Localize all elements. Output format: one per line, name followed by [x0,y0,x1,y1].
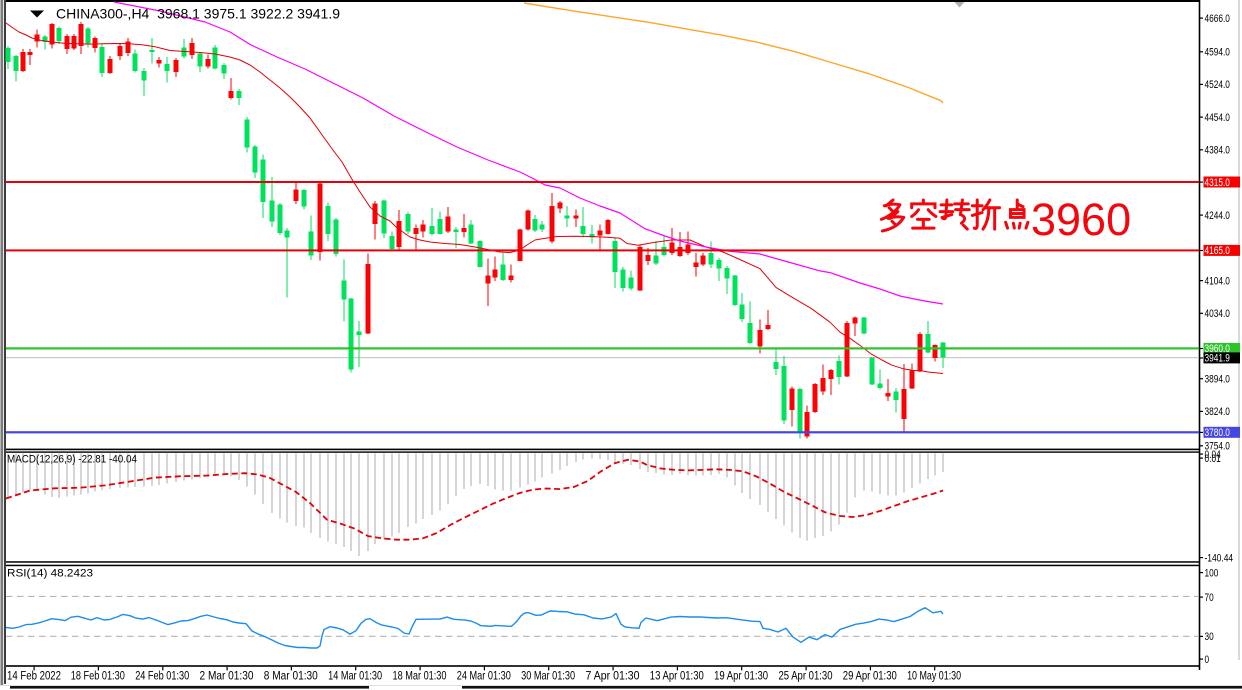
svg-text:30: 30 [1205,631,1214,643]
svg-text:3941.9: 3941.9 [1205,353,1230,365]
svg-text:14 Mar 01:30: 14 Mar 01:30 [328,669,382,683]
svg-text:4384.0: 4384.0 [1205,145,1230,157]
svg-text:3824.0: 3824.0 [1205,406,1230,418]
svg-text:4524.0: 4524.0 [1205,79,1230,91]
svg-text:0.01: 0.01 [1205,453,1221,465]
svg-text:10 May 01:30: 10 May 01:30 [907,669,961,683]
svg-text:18 Mar 01:30: 18 Mar 01:30 [393,669,447,683]
svg-text:MACD(12,26,9) -22.81 -40.04: MACD(12,26,9) -22.81 -40.04 [7,454,137,466]
svg-text:0: 0 [1205,654,1210,666]
svg-text:4165.0: 4165.0 [1205,245,1230,257]
svg-text:3960.0: 3960.0 [1205,343,1230,355]
svg-text:29 Apr 01:30: 29 Apr 01:30 [843,669,897,683]
svg-text:2 Mar 01:30: 2 Mar 01:30 [200,669,254,683]
svg-text:19 Apr 01:30: 19 Apr 01:30 [714,669,768,683]
svg-text:70: 70 [1205,592,1214,604]
svg-text:4104.0: 4104.0 [1205,275,1230,287]
svg-text:4244.0: 4244.0 [1205,210,1230,222]
svg-text:4594.0: 4594.0 [1205,47,1230,59]
svg-text:3960: 3960 [1031,194,1131,245]
svg-text:24 Feb 01:30: 24 Feb 01:30 [135,669,189,683]
svg-text:14 Feb 2022: 14 Feb 2022 [7,669,61,683]
svg-text:24 Mar 01:30: 24 Mar 01:30 [457,669,511,683]
svg-text:0.04: 0.04 [1205,449,1221,461]
svg-text:4315.0: 4315.0 [1205,177,1230,189]
svg-text:18 Feb 01:30: 18 Feb 01:30 [71,669,125,683]
svg-text:-140.44: -140.44 [1205,552,1234,564]
svg-text:RSI(14) 48.2423: RSI(14) 48.2423 [7,568,93,580]
svg-text:3754.0: 3754.0 [1205,441,1230,453]
svg-text:8 Mar 01:30: 8 Mar 01:30 [264,669,318,683]
svg-text:4034.0: 4034.0 [1205,308,1230,320]
svg-text:3894.0: 3894.0 [1205,373,1230,385]
svg-text:25 Apr 01:30: 25 Apr 01:30 [779,669,833,683]
svg-text:7 Apr 01:30: 7 Apr 01:30 [586,669,640,683]
svg-text:30 Mar 01:30: 30 Mar 01:30 [521,669,575,683]
svg-text:3780.0: 3780.0 [1205,427,1230,439]
svg-text:CHINA300-,H4 3968.1 3975.1 39: CHINA300-,H4 3968.1 3975.1 3922.2 3941.9 [56,6,340,22]
svg-text:100: 100 [1205,567,1219,579]
svg-text:13 Apr 01:30: 13 Apr 01:30 [650,669,704,683]
svg-text:4666.0: 4666.0 [1205,13,1230,25]
svg-text:4454.0: 4454.0 [1205,112,1230,124]
